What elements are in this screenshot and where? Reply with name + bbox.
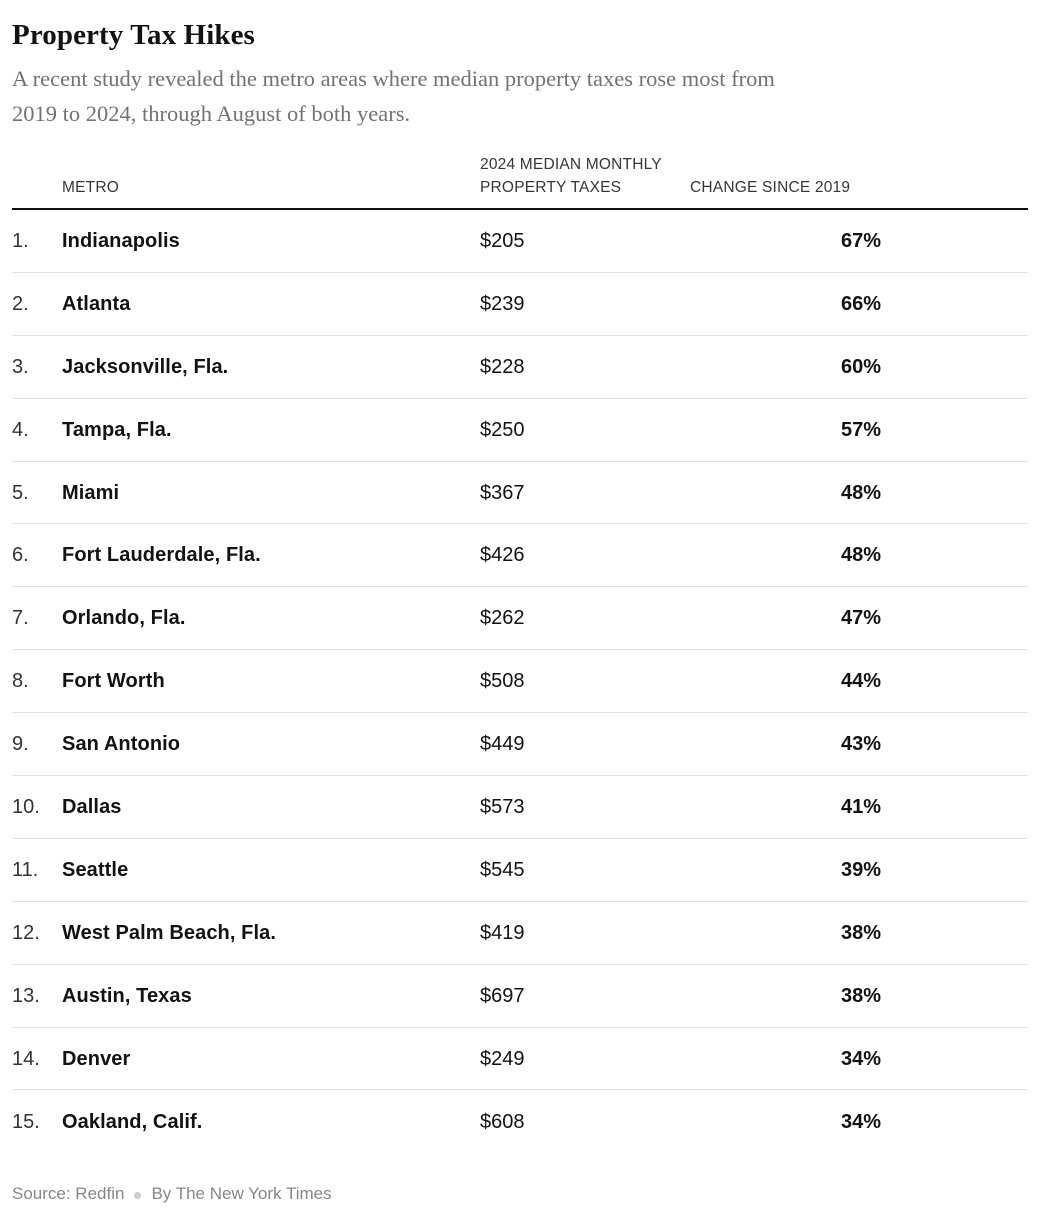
row-metro: Indianapolis [62, 229, 180, 252]
table-row: 8. Fort Worth $508 44% [12, 650, 1028, 714]
table-row: 9. San Antonio $449 43% [12, 713, 1028, 777]
column-header-change: CHANGE SINCE 2019 [690, 179, 851, 196]
row-taxes: $250 [480, 418, 525, 441]
row-metro: Atlanta [62, 292, 131, 315]
row-rank: 5. [12, 481, 29, 504]
column-header-taxes: 2024 MEDIAN MONTHLY PROPERTY TAXES [480, 156, 662, 196]
row-rank: 10. [12, 795, 40, 818]
row-rank: 9. [12, 733, 29, 756]
source-text: Source: Redfin [12, 1184, 125, 1204]
row-metro: West Palm Beach, Fla. [62, 921, 277, 944]
table-row: 2. Atlanta $239 66% [12, 273, 1028, 336]
row-metro: Oakland, Calif. [62, 1110, 203, 1133]
row-metro: Fort Worth [62, 670, 165, 693]
row-rank: 11. [12, 858, 39, 881]
row-metro: Tampa, Fla. [62, 418, 172, 441]
row-change: 48% [841, 481, 882, 504]
row-rank: 13. [12, 984, 40, 1007]
row-change: 34% [841, 1047, 882, 1070]
table-row: 7. Orlando, Fla. $262 47% [12, 587, 1028, 651]
row-metro: Miami [62, 481, 120, 504]
row-taxes: $426 [480, 544, 525, 567]
row-metro: San Antonio [62, 733, 181, 756]
dot-separator-icon [134, 1191, 142, 1199]
row-metro: Denver [62, 1047, 131, 1070]
row-taxes: $367 [480, 481, 525, 504]
table-row: 6. Fort Lauderdale, Fla. $426 48% [12, 524, 1028, 588]
table-header-row: METRO 2024 MEDIAN MONTHLY PROPERTY TAXES… [12, 153, 1028, 210]
row-metro: Orlando, Fla. [62, 607, 186, 630]
row-rank: 15. [12, 1110, 40, 1133]
row-rank: 12. [12, 921, 40, 944]
row-change: 60% [841, 355, 882, 378]
row-taxes: $573 [480, 795, 525, 818]
row-change: 67% [841, 229, 882, 252]
row-change: 47% [841, 607, 882, 630]
row-change: 34% [841, 1110, 882, 1133]
table-row: 15. Oakland, Calif. $608 34% [12, 1090, 1028, 1153]
row-change: 48% [841, 544, 882, 567]
row-rank: 2. [12, 292, 29, 315]
column-header-metro: METRO [62, 179, 119, 196]
row-rank: 7. [12, 607, 29, 630]
row-rank: 4. [12, 418, 29, 441]
row-taxes: $508 [480, 670, 525, 693]
row-taxes: $545 [480, 858, 525, 881]
row-change: 38% [841, 984, 882, 1007]
row-rank: 6. [12, 544, 29, 567]
row-taxes: $228 [480, 355, 525, 378]
row-taxes: $419 [480, 921, 525, 944]
row-change: 44% [841, 670, 882, 693]
source-line: Source: Redfin By The New York Times [12, 1184, 1028, 1204]
table-row: 14. Denver $249 34% [12, 1028, 1028, 1091]
row-metro: Dallas [62, 795, 122, 818]
row-metro: Fort Lauderdale, Fla. [62, 544, 261, 567]
subtitle-line-1: A recent study revealed the metro areas … [12, 66, 775, 91]
row-metro: Austin, Texas [62, 984, 192, 1007]
row-rank: 8. [12, 670, 29, 693]
row-taxes: $697 [480, 984, 525, 1007]
row-change: 41% [841, 795, 882, 818]
row-rank: 1. [12, 229, 29, 252]
table-row: 5. Miami $367 48% [12, 462, 1028, 525]
row-taxes: $249 [480, 1047, 525, 1070]
table-row: 12. West Palm Beach, Fla. $419 38% [12, 902, 1028, 965]
data-table: METRO 2024 MEDIAN MONTHLY PROPERTY TAXES… [12, 153, 1028, 1153]
table-row: 3. Jacksonville, Fla. $228 60% [12, 336, 1028, 399]
subtitle-line-2: 2019 to 2024, through August of both yea… [12, 101, 411, 126]
table-body: 1. Indianapolis $205 67% 2. Atlanta $239 66% 3. J… [12, 210, 1028, 1153]
byline-text: By The New York Times [151, 1184, 332, 1204]
subtitle: A recent study revealed the metro areas … [12, 61, 1028, 131]
row-change: 39% [841, 858, 882, 881]
table-row: 10. Dallas $573 41% [12, 776, 1028, 839]
row-change: 57% [841, 418, 882, 441]
row-taxes: $608 [480, 1110, 525, 1133]
table-row: 4. Tampa, Fla. $250 57% [12, 399, 1028, 462]
row-rank: 14. [12, 1047, 40, 1070]
row-metro: Seattle [62, 858, 129, 881]
row-change: 38% [841, 921, 882, 944]
row-taxes: $262 [480, 607, 525, 630]
page-title: Property Tax Hikes [12, 19, 255, 51]
table-row: 11. Seattle $545 39% [12, 839, 1028, 902]
table-row: 1. Indianapolis $205 67% [12, 210, 1028, 273]
row-taxes: $205 [480, 229, 525, 252]
row-taxes: $449 [480, 733, 525, 756]
table-row: 13. Austin, Texas $697 38% [12, 965, 1028, 1028]
row-change: 66% [841, 292, 882, 315]
row-change: 43% [841, 733, 882, 756]
row-taxes: $239 [480, 292, 525, 315]
row-rank: 3. [12, 355, 29, 378]
row-metro: Jacksonville, Fla. [62, 355, 229, 378]
